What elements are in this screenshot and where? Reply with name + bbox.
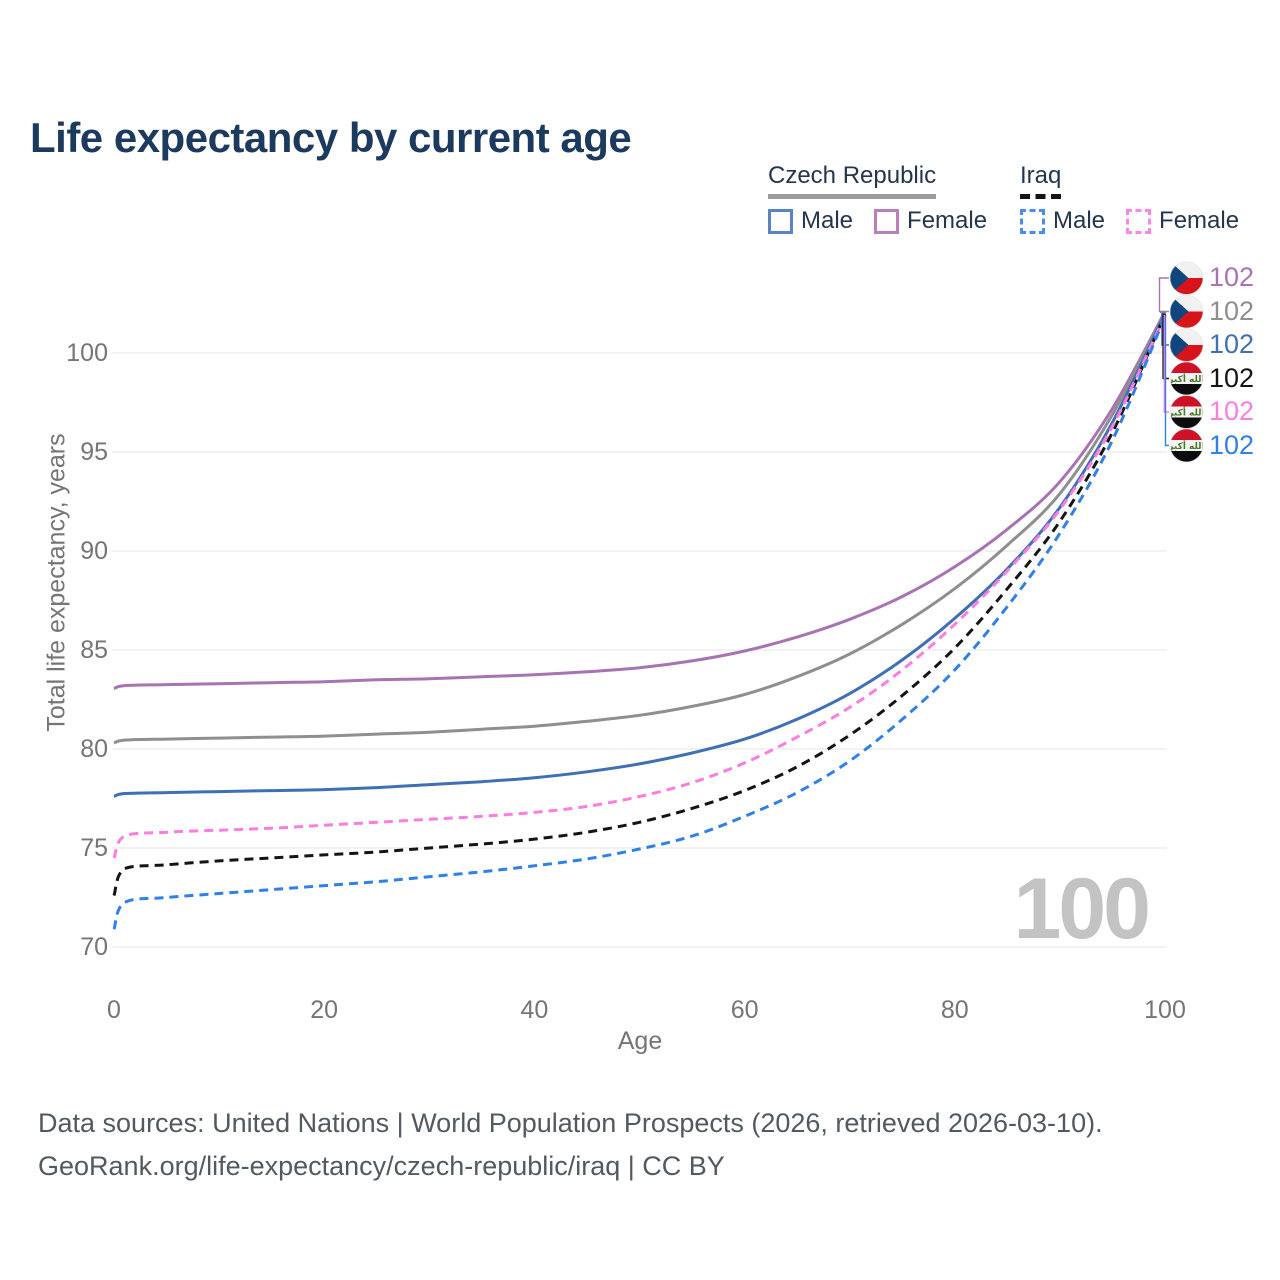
- legend-item-iraq-female[interactable]: Female: [1126, 207, 1239, 235]
- leader-line-czech-republic-female: [1158, 277, 1169, 313]
- iraq-flag-icon: الله أكبر: [1167, 362, 1204, 395]
- series-line-iraq-female[interactable]: [112, 314, 1167, 859]
- legend-swatch-icon: [1126, 208, 1152, 234]
- x-tick-label-20: 20: [310, 996, 339, 1024]
- y-axis-title: Total life expectancy, years: [42, 433, 71, 732]
- legend-country-iraq[interactable]: Iraq: [1020, 162, 1062, 199]
- series-end-value-czech-republic-both-sexes: 102: [1209, 295, 1255, 326]
- x-axis-title: Age: [617, 1027, 663, 1055]
- series-end-value-iraq-male: 102: [1209, 429, 1255, 460]
- x-tick-label-60: 60: [730, 996, 759, 1024]
- footer: Data sources: United Nations | World Pop…: [38, 1102, 1103, 1188]
- iraq-flag-script: الله أكبر: [1167, 440, 1204, 452]
- legend-items-iraq: Male Female: [1020, 207, 1239, 235]
- legend-item-label: Female: [907, 207, 988, 234]
- current-age-watermark: 100: [1013, 861, 1152, 957]
- legend-group-czech-republic: Czech Republic Male Female: [768, 162, 987, 235]
- iraq-flag-script: الله أكبر: [1167, 373, 1204, 385]
- leader-line-iraq-male: [1164, 315, 1169, 447]
- page-title: Life expectancy by current age: [30, 114, 632, 162]
- x-tick-label-80: 80: [940, 996, 969, 1024]
- legend-swatch-icon: [1020, 208, 1045, 234]
- series-end-value-iraq-both-sexes: 102: [1209, 362, 1255, 393]
- legend-item-czech-republic-male[interactable]: Male: [768, 207, 853, 235]
- leader-line-czech-republic-both-sexes: [1160, 310, 1169, 314]
- legend-item-label: Male: [801, 207, 854, 234]
- x-tick-label-0: 0: [107, 996, 121, 1024]
- legend-item-iraq-male[interactable]: Male: [1020, 207, 1105, 235]
- legend-group-iraq: Iraq Male Female: [1020, 162, 1239, 235]
- iraq-flag-icon: الله أكبر: [1167, 395, 1204, 429]
- legend-item-czech-republic-female[interactable]: Female: [874, 207, 987, 235]
- legend-items-czech-republic: Male Female: [768, 207, 987, 235]
- iraq-flag-icon: الله أكبر: [1167, 429, 1204, 462]
- iraq-flag-script: الله أكبر: [1167, 407, 1204, 419]
- czech-flag-icon: [1170, 295, 1203, 328]
- y-tick-label-70: 70: [80, 933, 108, 961]
- series-line-czech-republic-both-sexes[interactable]: [113, 311, 1167, 745]
- x-tick-label-40: 40: [520, 996, 549, 1024]
- series-line-czech-republic-female[interactable]: [113, 310, 1167, 691]
- legend-swatch-icon: [874, 208, 900, 234]
- series-end-value-czech-republic-male: 102: [1209, 329, 1255, 359]
- czech-flag-icon: [1170, 261, 1203, 295]
- footer-data-sources: Data sources: United Nations | World Pop…: [38, 1108, 1103, 1138]
- y-tick-label-95: 95: [80, 438, 108, 466]
- footer-attribution: GeoRank.org/life-expectancy/czech-republ…: [38, 1151, 725, 1181]
- legend-item-label: Female: [1159, 207, 1240, 234]
- y-tick-label-90: 90: [80, 537, 108, 565]
- legend-item-label: Male: [1053, 207, 1106, 234]
- y-tick-label-85: 85: [80, 636, 108, 664]
- legend-country-czech-republic[interactable]: Czech Republic: [768, 162, 937, 199]
- leader-line-iraq-female: [1163, 314, 1169, 413]
- series-line-iraq-both-sexes[interactable]: [112, 313, 1167, 897]
- series-line-czech-republic-male[interactable]: [113, 312, 1167, 798]
- y-tick-label-80: 80: [80, 735, 108, 763]
- x-tick-label-100: 100: [1144, 996, 1186, 1024]
- y-tick-label-75: 75: [80, 834, 108, 862]
- y-tick-label-100: 100: [66, 339, 108, 367]
- czech-flag-icon: [1170, 328, 1203, 362]
- legend-swatch-icon: [768, 208, 793, 234]
- series-end-value-czech-republic-female: 102: [1209, 262, 1255, 292]
- series-line-iraq-male[interactable]: [112, 315, 1167, 930]
- series-end-value-iraq-female: 102: [1209, 396, 1255, 426]
